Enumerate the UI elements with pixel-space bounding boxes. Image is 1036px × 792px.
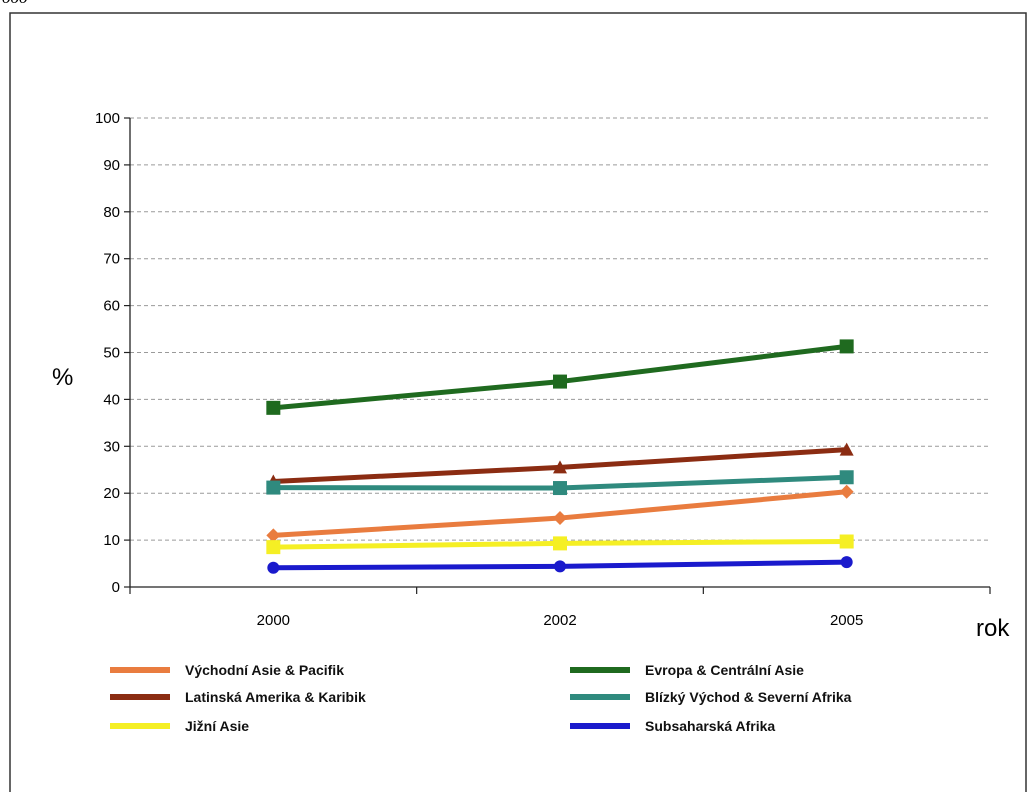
series-4 (266, 470, 854, 496)
series-6 (267, 556, 853, 574)
y-tick-label: 30 (103, 438, 120, 455)
series-2 (266, 339, 854, 415)
y-tick-label: 50 (103, 345, 120, 362)
legend-label: Evropa & Centrální Asie (645, 662, 804, 678)
x-tick-label: 2000 (257, 612, 290, 629)
data-point (266, 480, 281, 495)
data-point (553, 511, 567, 526)
data-point (554, 560, 566, 573)
legend-label: Jižní Asie (185, 718, 249, 734)
data-point (553, 536, 567, 551)
y-tick-label: 80 (103, 204, 120, 221)
legend-entry: Subsaharská Afrika (570, 718, 775, 734)
data-point (553, 460, 567, 474)
data-point (839, 534, 854, 549)
data-point (839, 442, 854, 456)
y-tick-label: 100 (95, 110, 120, 127)
legend: Východní Asie & Pacifik Evropa & Centráln… (110, 662, 852, 734)
data-point (266, 540, 281, 555)
y-tick-label: 40 (103, 391, 120, 408)
x-tick-label: 2005 (830, 612, 863, 629)
y-tick-label: 60 (103, 298, 120, 315)
legend-label: Latinská Amerika & Karibik (185, 689, 366, 705)
data-point (839, 470, 854, 485)
data-point (840, 556, 853, 569)
series-1 (266, 484, 854, 543)
data-point (839, 339, 854, 354)
legend-entry: Východní Asie & Pacifik (110, 662, 344, 678)
legend-label: Východní Asie & Pacifik (185, 662, 344, 678)
x-axis-title: rok (976, 615, 1010, 642)
series-5 (266, 534, 854, 555)
data-point (553, 481, 567, 496)
data-point (553, 374, 567, 389)
data-point (266, 528, 281, 543)
y-tick-label: 0 (112, 579, 120, 596)
y-axis-title: % (52, 364, 73, 391)
series-3 (266, 442, 854, 488)
chart-frame (9, 12, 1027, 792)
data-point (839, 484, 854, 499)
series-lines (266, 339, 854, 574)
y-tick-label: 20 (103, 485, 120, 502)
legend-entry: Evropa & Centrální Asie (570, 662, 804, 678)
x-tick-label: 2002 (543, 612, 576, 629)
data-point (266, 400, 281, 415)
y-tick-label: 90 (103, 157, 120, 174)
legend-entry: Jižní Asie (110, 718, 249, 734)
corner-text: ooo (2, 0, 28, 7)
y-tick-label: 10 (103, 532, 120, 549)
legend-label: Subsaharská Afrika (645, 718, 775, 734)
legend-entry: Blízký Východ & Severní Afrika (570, 689, 852, 705)
y-tick-label: 70 (103, 251, 120, 268)
axes: 0 10 20 30 40 50 60 70 80 90 100 2000 2002 2005 (95, 110, 991, 629)
data-point (267, 561, 280, 574)
legend-entry: Latinská Amerika & Karibik (110, 689, 366, 705)
legend-label: Blízký Východ & Severní Afrika (645, 689, 852, 705)
